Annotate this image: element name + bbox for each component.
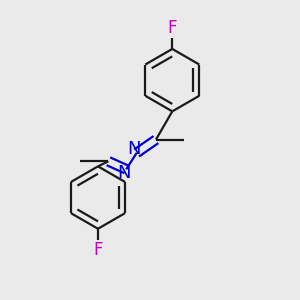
Text: N: N xyxy=(128,140,141,158)
Text: F: F xyxy=(167,19,177,37)
Text: F: F xyxy=(93,241,103,259)
Text: N: N xyxy=(117,164,130,182)
